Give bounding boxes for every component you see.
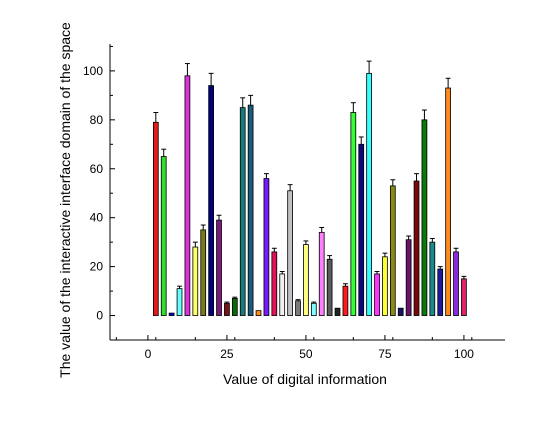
bar: [453, 251, 459, 316]
x-tick-label: 0: [145, 347, 152, 361]
bar: [382, 256, 388, 316]
bar: [461, 278, 467, 316]
bar: [216, 219, 222, 316]
bar: [279, 273, 286, 316]
bar: [263, 178, 270, 316]
bar: [200, 229, 207, 316]
bar: [176, 288, 183, 316]
y-tick-label: 100: [83, 64, 103, 78]
bar: [303, 244, 309, 316]
bar: [350, 112, 357, 316]
bar: [208, 85, 214, 316]
x-tick-label: 100: [454, 347, 474, 361]
y-axis-title: The value of the interactive interface d…: [57, 22, 73, 378]
bar: [152, 121, 159, 316]
bar: [255, 310, 262, 316]
bar: [405, 239, 412, 316]
bar: [231, 298, 238, 316]
bar: [239, 107, 246, 316]
bar: [445, 87, 451, 316]
bar: [224, 302, 230, 316]
bar: [397, 307, 404, 316]
bar: [421, 119, 428, 316]
bar: [326, 258, 333, 316]
bar: [366, 72, 372, 316]
bar: [374, 273, 380, 316]
bar: [342, 285, 349, 316]
y-tick-label: 40: [90, 211, 104, 225]
bar: [334, 307, 341, 316]
bar: [295, 300, 301, 316]
bar: [413, 180, 420, 316]
x-axis-title: Value of digital information: [223, 371, 387, 387]
plot-area: 0 20 40 60 80 100 0 25 50 75 100: [83, 44, 505, 361]
y-tick-label: 80: [90, 113, 104, 127]
bar: [271, 251, 278, 316]
bar: [437, 268, 444, 316]
bar: [168, 312, 175, 316]
bar: [184, 75, 191, 316]
x-tick-label: 75: [378, 347, 392, 361]
bar: [429, 241, 436, 316]
y-tick-label: 0: [96, 309, 103, 323]
bar: [389, 185, 396, 316]
y-tick-label: 20: [90, 260, 104, 274]
bar: [310, 302, 317, 316]
bar: [358, 143, 365, 316]
y-tick-label: 60: [90, 162, 104, 176]
x-tick-label: 25: [220, 347, 234, 361]
bar: [160, 156, 167, 316]
bar: [318, 231, 325, 316]
bar: [247, 104, 254, 316]
bar: [192, 246, 199, 316]
x-tick-label: 50: [299, 347, 313, 361]
bar: [287, 190, 293, 316]
